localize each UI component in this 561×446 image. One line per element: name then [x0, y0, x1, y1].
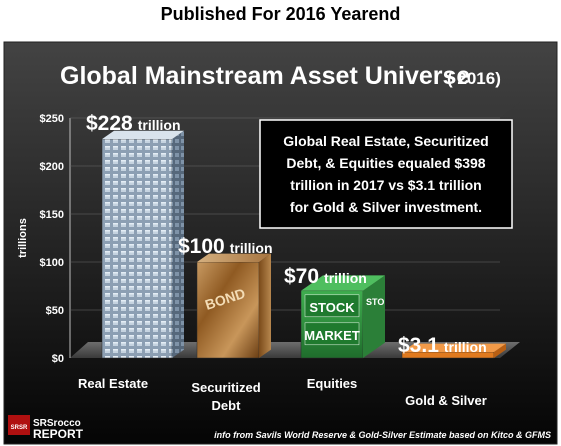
- bar-equities-side: [363, 275, 385, 358]
- chart-title: Global Mainstream Asset Universe: [60, 62, 470, 90]
- logo-badge-text: SRSR: [11, 425, 28, 431]
- annotation-line-4: for Gold & Silver investment.: [290, 199, 482, 215]
- annotation-box: [259, 119, 513, 229]
- value-labels: $228 trillion $100 trillion $70 trillion $3.1 t…: [86, 112, 487, 357]
- value-label-equities: $70 trillion: [284, 265, 367, 288]
- y-tick-label: $250: [40, 113, 64, 125]
- market-text: MARKET: [304, 328, 360, 343]
- value-amount: $100: [178, 235, 225, 258]
- bar-real-estate-side: [172, 130, 184, 358]
- equities-bar-text: STOCK MARKET STO: [304, 294, 384, 346]
- y-axis-label: trillions: [17, 218, 29, 258]
- bar-gold-silver-top: [402, 343, 506, 352]
- value-unit: trillion: [138, 117, 181, 133]
- annotation-line-2: Debt, & Equities equaled $398: [286, 155, 485, 171]
- value-unit: trillion: [444, 339, 487, 355]
- logo-text-2: REPORT: [33, 427, 84, 441]
- logo-badge: [8, 415, 30, 435]
- bar-securitized-debt: BOND: [196, 253, 271, 359]
- bar-real-estate-front: [101, 138, 173, 359]
- brand-logo: SRSR SRSrocco REPORT: [8, 415, 84, 441]
- value-amount: $70: [284, 265, 319, 288]
- plot-back-wall: [70, 102, 520, 118]
- stock-side-text: STO: [366, 297, 384, 307]
- category-labels: Real Estate Securitized Debt Equities Gold &…: [78, 376, 487, 413]
- bar-gold-silver: [401, 343, 506, 359]
- y-tick-label: $150: [40, 209, 64, 221]
- value-label-real-estate: $228 trillion: [86, 112, 181, 135]
- bar-real-estate-top: [102, 130, 184, 140]
- bar-gold-silver-side: [494, 343, 506, 358]
- value-unit: trillion: [324, 270, 367, 286]
- value-amount: $3.1: [398, 334, 439, 357]
- bar-securitized-debt-top: [197, 253, 271, 262]
- value-label-gold-silver: $3.1 trillion: [398, 334, 487, 357]
- category-label-equities: Equities: [307, 376, 358, 391]
- annotation-line-1: Global Real Estate, Securitized: [283, 133, 488, 149]
- y-tick-label: $200: [40, 161, 64, 173]
- category-label-securitized-debt: Securitized Debt: [191, 380, 260, 413]
- y-tick-label: $50: [46, 305, 64, 317]
- bar-equities-top: [301, 275, 385, 291]
- bar-securitized-debt-front: [196, 261, 260, 359]
- value-label-securitized-debt: $100 trillion: [178, 235, 273, 258]
- category-label-gold-silver: Gold & Silver: [405, 393, 487, 408]
- bar-real-estate: [101, 130, 184, 359]
- page-title: Published For 2016 Yearend: [160, 4, 401, 24]
- value-unit: trillion: [230, 240, 273, 256]
- chart-title-suffix: ( 2016): [447, 69, 501, 88]
- bar-securitized-debt-side: [259, 253, 271, 358]
- source-note: info from Savils World Reserve & Gold-Si…: [214, 430, 551, 440]
- stock-text: STOCK: [309, 300, 355, 315]
- y-tick-label: $0: [52, 353, 64, 365]
- market-sign: [304, 322, 360, 346]
- y-tick-label: $100: [40, 257, 64, 269]
- category-label-real-estate: Real Estate: [78, 376, 148, 391]
- logo-text-1: SRSrocco: [33, 418, 81, 429]
- stock-sign: [304, 294, 360, 318]
- value-amount: $228: [86, 112, 133, 135]
- chart: Global Mainstream Asset Universe ( 2016)…: [3, 41, 558, 445]
- annotation-line-3: trillion in 2017 vs $3.1 trillion: [290, 177, 481, 193]
